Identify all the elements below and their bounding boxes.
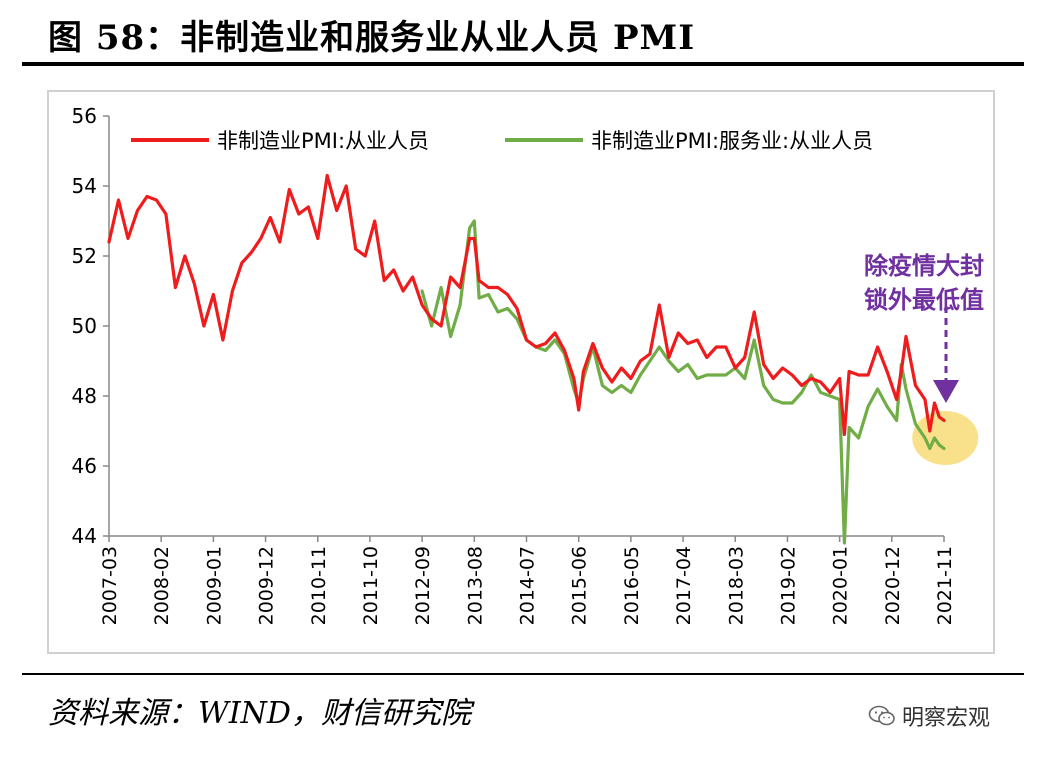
x-tick-label: 2019-02 xyxy=(777,546,799,625)
x-tick-label: 2020-12 xyxy=(882,546,904,625)
x-tick-label: 2014-07 xyxy=(517,546,539,625)
series-line-1 xyxy=(107,173,946,437)
x-tick-label: 2010-11 xyxy=(308,546,330,625)
x-tick-label: 2007-03 xyxy=(99,546,121,625)
legend-label-1: 非制造业PMI:从业人员 xyxy=(217,129,429,153)
y-tick-label: 44 xyxy=(72,524,97,548)
x-tick-label: 2012-09 xyxy=(412,546,434,625)
x-tick-label: 2009-01 xyxy=(203,546,225,625)
legend-label-2: 非制造业PMI:服务业:从业人员 xyxy=(591,129,873,153)
x-tick-label: 2017-04 xyxy=(673,546,695,625)
wechat-icon xyxy=(868,705,895,726)
x-tick-label: 2011-10 xyxy=(360,546,382,625)
chart-frame: 44 46 48 50 52 54 56 2007-03 2008-02 2009-01 2009-… xyxy=(47,90,995,654)
y-tick-label: 56 xyxy=(72,104,97,128)
brand-name: 明察宏观 xyxy=(902,706,991,731)
series-line-2 xyxy=(420,219,946,545)
source-note: 资料来源：WIND，财信研究院 xyxy=(48,696,471,731)
y-tick-label: 48 xyxy=(72,384,97,408)
y-tick-label: 50 xyxy=(72,314,97,338)
x-tick-label: 2015-06 xyxy=(569,546,591,625)
x-tick-label: 2013-08 xyxy=(464,546,486,625)
brand-mark: 明察宏观 xyxy=(868,700,990,732)
x-tick-label: 2016-05 xyxy=(621,546,643,625)
x-tick-label: 2018-03 xyxy=(725,546,747,625)
y-tick-label: 52 xyxy=(72,244,97,268)
y-tick-label: 54 xyxy=(72,174,97,198)
x-tick-label: 2008-02 xyxy=(151,546,173,625)
figure-title: 图 58：非制造业和服务业从业人员 PMI xyxy=(48,18,696,58)
x-tick-label: 2009-12 xyxy=(256,546,278,625)
y-tick-label: 46 xyxy=(72,454,97,478)
annotation-text: 锁外最低值 xyxy=(864,286,984,314)
highlight-ellipse xyxy=(912,411,979,465)
chart-svg: 44 46 48 50 52 54 56 2007-03 2008-02 2009-01 2009-… xyxy=(72,104,984,625)
x-tick-label: 2021-11 xyxy=(934,546,956,625)
top-rule xyxy=(22,62,1024,66)
bottom-rule xyxy=(22,673,1024,675)
annotation-text: 除疫情大封 xyxy=(864,252,984,280)
annotation-arrow-head xyxy=(933,380,959,403)
x-tick-label: 2020-01 xyxy=(830,546,852,625)
